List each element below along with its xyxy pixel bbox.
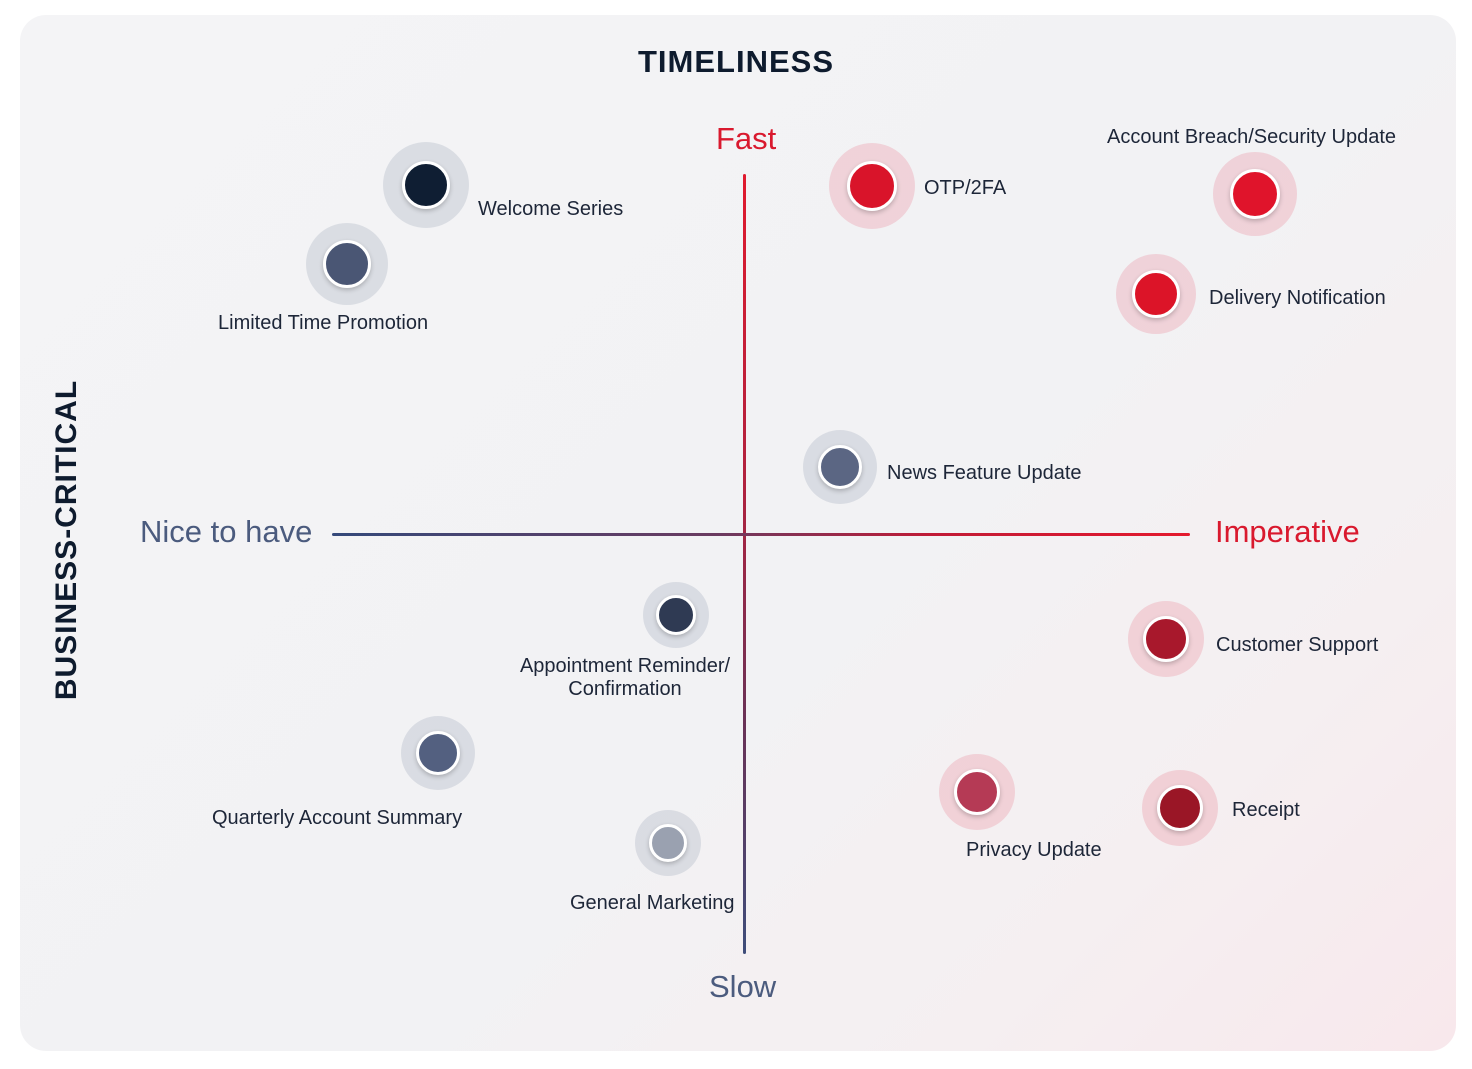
marker-receipt[interactable] [1142,770,1218,846]
label-account-breach-security-update: Account Breach/Security Update [1107,126,1397,148]
marker-general-marketing[interactable] [635,810,701,876]
label-limited-time-promotion: Limited Time Promotion [218,312,429,334]
marker-customer-support[interactable] [1128,601,1204,677]
marker-dot [1143,616,1189,662]
marker-welcome-series[interactable] [383,142,469,228]
label-delivery-notification: Delivery Notification [1209,287,1386,309]
label-otp-2fa: OTP/2FA [924,177,1007,199]
label-customer-support: Customer Support [1216,634,1379,656]
timeliness-title: TIMELINESS [637,44,834,79]
marker-dot [323,240,371,288]
marker-quarterly-account-summary[interactable] [401,716,475,790]
marker-news-feature-update[interactable] [803,430,877,504]
label-welcome-series: Welcome Series [478,198,624,220]
label-quarterly-account-summary: Quarterly Account Summary [212,807,463,829]
axis-label-imperative: Imperative [1215,514,1360,549]
label-general-marketing: General Marketing [570,892,735,914]
marker-dot [656,595,696,635]
marker-limited-time-promotion[interactable] [306,223,388,305]
timeliness-axis-line [743,174,746,954]
axis-label-fast: Fast [716,121,777,156]
marker-privacy-update[interactable] [939,754,1015,830]
marker-dot [1230,169,1280,219]
marker-delivery-notification[interactable] [1116,254,1196,334]
label-privacy-update: Privacy Update [966,839,1102,861]
marker-dot [1132,270,1180,318]
marker-dot [954,769,1000,815]
business-critical-title: BUSINESS-CRITICAL [50,379,83,701]
marker-account-breach-security-update[interactable] [1213,152,1297,236]
label-receipt: Receipt [1232,799,1300,821]
marker-dot [649,824,687,862]
business-critical-axis-line [332,533,1190,536]
marker-otp-2fa[interactable] [829,143,915,229]
marker-appointment-reminder-confirmation[interactable] [643,582,709,648]
label-appointment-reminder-confirmation: Appointment Reminder/ Confirmation [519,655,731,700]
axis-label-nice-to-have: Nice to have [140,514,313,549]
marker-dot [416,731,460,775]
marker-dot [402,161,450,209]
axis-label-slow: Slow [709,969,777,1004]
marker-dot [818,445,862,489]
label-news-feature-update: News Feature Update [887,462,1082,484]
marker-dot [847,161,897,211]
marker-dot [1157,785,1203,831]
